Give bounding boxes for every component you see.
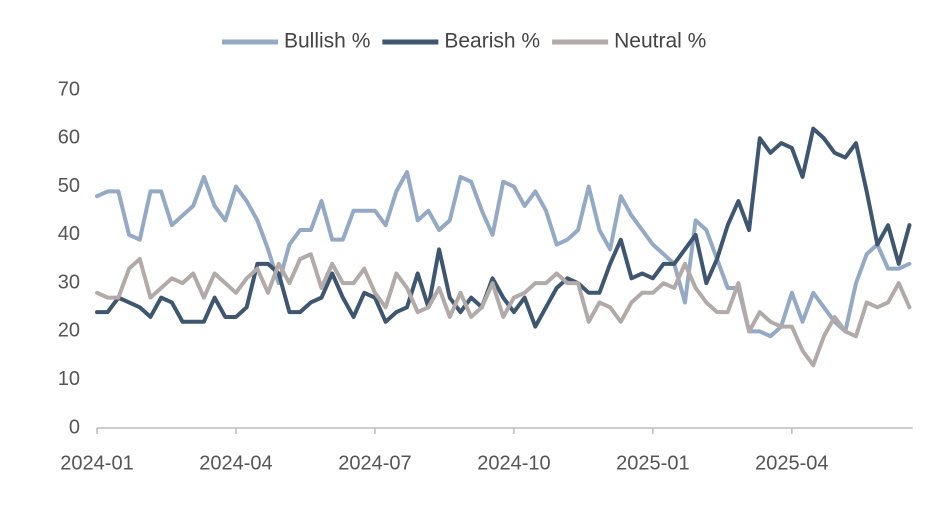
- x-tick-label: 2024-04: [199, 452, 272, 474]
- legend-label: Bearish %: [444, 30, 540, 53]
- series-line: [95, 252, 912, 368]
- y-tick-label: 30: [58, 271, 80, 293]
- legend-label: Bullish %: [284, 30, 370, 53]
- series-line: [95, 170, 912, 339]
- x-tick-label: 2024-01: [60, 452, 133, 474]
- y-tick-label: 70: [58, 78, 80, 100]
- y-tick-label: 10: [58, 368, 80, 390]
- y-tick-label: 0: [69, 416, 80, 438]
- legend-label: Neutral %: [614, 30, 706, 53]
- x-tick-label: 2025-01: [616, 452, 689, 474]
- x-tick-label: 2025-04: [755, 452, 828, 474]
- y-tick-label: 50: [58, 175, 80, 197]
- y-tick-label: 60: [58, 127, 80, 149]
- series-line: [95, 126, 912, 329]
- y-tick-label: 40: [58, 223, 80, 245]
- legend: Bullish % Bearish % Neutral %: [222, 30, 706, 53]
- y-tick-label: 20: [58, 320, 80, 342]
- x-tick-label: 2024-10: [477, 452, 550, 474]
- x-tick-label: 2024-07: [338, 452, 411, 474]
